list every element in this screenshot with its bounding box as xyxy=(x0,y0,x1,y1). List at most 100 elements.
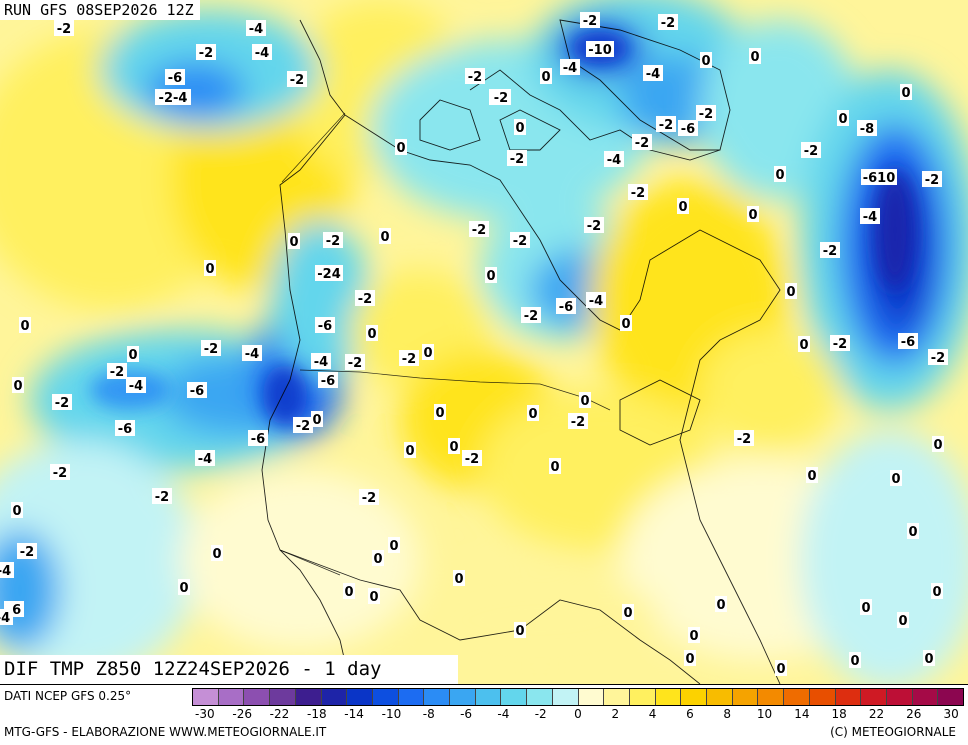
contour-label-bg xyxy=(248,430,268,446)
contour-label: -2 xyxy=(830,335,850,352)
contour-label: -2 xyxy=(465,68,485,85)
color-scale-tick-label: -10 xyxy=(381,707,402,721)
contour-label-bg xyxy=(165,69,185,85)
contour-label: -610 xyxy=(861,169,897,186)
contour-label-bg xyxy=(315,317,335,333)
contour-label-text: 0 xyxy=(550,460,559,475)
contour-label-text: 0 xyxy=(908,525,917,540)
contour-label: 0 xyxy=(677,198,689,215)
contour-label-bg xyxy=(152,488,172,504)
contour-label: -2 xyxy=(658,14,678,31)
contour-label: -6 xyxy=(115,420,135,437)
contour-label-bg xyxy=(187,382,207,398)
contour-label: -6 xyxy=(248,430,268,447)
contour-label-bg xyxy=(556,298,576,314)
contour-label: -4 xyxy=(246,20,266,37)
contour-label-bg xyxy=(323,232,343,248)
contour-label: -2 xyxy=(507,150,527,167)
contour-label: 0 xyxy=(806,467,818,484)
color-scale-swatch xyxy=(912,689,939,705)
color-scale-swatch xyxy=(398,689,425,705)
color-scale-tick-label: 0 xyxy=(574,707,582,721)
contour-label: -8 xyxy=(857,120,877,137)
contour-label-text: -6 xyxy=(901,335,915,350)
contour-label: -2 xyxy=(922,171,942,188)
contour-label: -6 xyxy=(187,382,207,399)
contour-label: -4 xyxy=(560,59,580,76)
contour-label: 0 xyxy=(434,404,446,421)
contour-label-text: 0 xyxy=(799,338,808,353)
contour-label-bg xyxy=(399,350,419,366)
contour-label-bg xyxy=(469,221,489,237)
contour-label: 0 xyxy=(288,233,300,250)
contour-label-text: 0 xyxy=(933,438,942,453)
contour-label: 0 xyxy=(368,588,380,605)
contour-label-text: -6 xyxy=(190,384,204,399)
contour-label-text: -4 xyxy=(198,452,212,467)
color-scale-swatch xyxy=(372,689,399,705)
contour-label-bg xyxy=(366,325,378,341)
contour-label: -24 xyxy=(315,265,343,282)
contour-label: 0 xyxy=(774,166,786,183)
contour-label-text: -2 xyxy=(358,292,372,307)
contour-label: 0 xyxy=(211,545,223,562)
contour-label-text: 0 xyxy=(786,285,795,300)
contour-label: 0 xyxy=(422,344,434,361)
contour-label-bg xyxy=(242,345,262,361)
contour-label-bg xyxy=(837,110,849,126)
contour-label: -2 xyxy=(323,232,343,249)
color-scale-swatch xyxy=(193,689,219,705)
contour-label: -2 xyxy=(196,44,216,61)
contour-label: 0 xyxy=(388,537,400,554)
color-scale-swatch xyxy=(886,689,913,705)
color-scale-tick-label: 6 xyxy=(686,707,694,721)
contour-label-bg xyxy=(715,596,727,612)
contour-label-bg xyxy=(861,169,897,185)
contour-label: -4 xyxy=(586,292,606,309)
contour-label-text: -2 xyxy=(631,186,645,201)
contour-label-text: -2 xyxy=(699,107,713,122)
color-scale-tick-label: 2 xyxy=(611,707,620,721)
color-scale-swatch xyxy=(244,689,271,705)
contour-label-text: -2 xyxy=(472,223,486,238)
contour-label: -2 xyxy=(462,450,482,467)
contour-label: -6 xyxy=(315,317,335,334)
contour-label-bg xyxy=(343,583,355,599)
contour-label-bg xyxy=(860,599,872,615)
contour-label-text: 0 xyxy=(312,413,321,428)
color-scale-swatch xyxy=(347,689,373,705)
contour-label-text: -2 xyxy=(199,46,213,61)
contour-label-bg xyxy=(195,450,215,466)
contour-label-bg xyxy=(747,206,759,222)
contour-label: 0 xyxy=(178,579,190,596)
contour-label: -2 xyxy=(287,71,307,88)
contour-label-text: 0 xyxy=(701,54,710,69)
contour-label-bg xyxy=(749,48,761,64)
contour-label-text: 0 xyxy=(541,70,550,85)
contour-label-bg xyxy=(507,150,527,166)
contour-label: -2 xyxy=(293,417,313,434)
contour-label-bg xyxy=(922,171,942,187)
contour-label: -2 xyxy=(17,543,37,560)
contour-label: 0 xyxy=(798,336,810,353)
contour-label-bg xyxy=(775,660,787,676)
contour-label-text: -6 xyxy=(321,374,335,389)
contour-label-bg xyxy=(806,467,818,483)
contour-label-text: -4 xyxy=(255,46,269,61)
contour-label-text: -2 xyxy=(823,244,837,259)
contour-label-text: -2 xyxy=(737,432,751,447)
contour-label: -2 xyxy=(568,413,588,430)
contour-label-text: 0 xyxy=(344,585,353,600)
color-scale-tick-label: 18 xyxy=(831,707,847,721)
contour-label: 0 xyxy=(127,346,139,363)
contour-label-text: -10 xyxy=(588,43,612,58)
contour-label: -2 xyxy=(928,349,948,366)
contour-label: -2 xyxy=(734,430,754,447)
contour-label-text: -2 xyxy=(362,491,376,506)
contour-label-text: -4 xyxy=(249,22,263,37)
color-scale-swatch xyxy=(295,689,322,705)
contour-label: 0 xyxy=(514,622,526,639)
color-scale-swatch xyxy=(450,689,476,705)
color-scale-tick-label: 30 xyxy=(943,707,959,721)
contour-label: -4 xyxy=(0,562,14,579)
